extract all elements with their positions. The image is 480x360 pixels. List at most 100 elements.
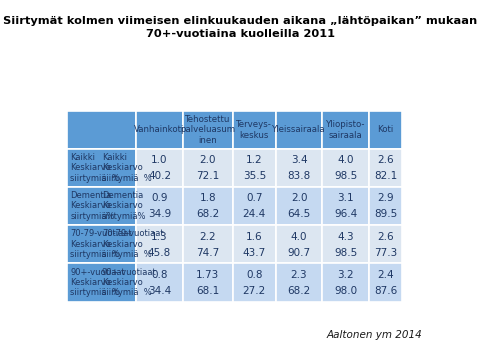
Text: 87.6: 87.6	[374, 286, 397, 296]
Bar	[276, 225, 322, 263]
Bar	[276, 263, 322, 302]
Bar	[276, 187, 322, 225]
Text: 43.7: 43.7	[243, 248, 266, 258]
Text: 40.2: 40.2	[148, 171, 171, 181]
Text: 2.6: 2.6	[377, 155, 394, 165]
Text: 98.0: 98.0	[334, 286, 357, 296]
Text: Koti: Koti	[377, 125, 394, 134]
Bar	[136, 111, 183, 149]
Bar	[67, 263, 136, 302]
Bar	[322, 111, 369, 149]
Bar	[233, 187, 276, 225]
Text: Dementia
Keskiarvo
siirtymiä%: Dementia Keskiarvo siirtymiä%	[102, 191, 146, 221]
Bar	[183, 225, 233, 263]
Bar	[233, 149, 276, 187]
Bar	[67, 149, 136, 187]
Text: 34.9: 34.9	[148, 209, 171, 219]
Text: Kaikki
Keskiarvo
siirtymiä  %: Kaikki Keskiarvo siirtymiä %	[102, 153, 152, 183]
Bar	[369, 187, 402, 225]
Bar	[136, 149, 183, 187]
Text: Siirtymät kolmen viimeisen elinkuukauden aikana „lähtöpaikan” mukaan
70+-vuotiai: Siirtymät kolmen viimeisen elinkuukauden…	[3, 16, 477, 39]
Text: 2.2: 2.2	[200, 231, 216, 242]
Bar	[67, 187, 136, 225]
Bar	[322, 225, 369, 263]
Text: 83.8: 83.8	[288, 171, 311, 181]
Text: 3.1: 3.1	[337, 193, 354, 203]
Text: Kaikki
Keskiarvo
siirtymiä  %: Kaikki Keskiarvo siirtymiä %	[71, 153, 120, 183]
Text: 2.3: 2.3	[291, 270, 307, 280]
Text: 2.6: 2.6	[377, 231, 394, 242]
Text: 1.73: 1.73	[196, 270, 219, 280]
Bar	[183, 263, 233, 302]
Text: Dementia
Keskiarvo
siirtymiä%: Dementia Keskiarvo siirtymiä%	[71, 191, 115, 221]
Text: Tehostettu
palveluasum
inen: Tehostettu palveluasum inen	[180, 115, 235, 145]
Text: 82.1: 82.1	[374, 171, 397, 181]
Text: 96.4: 96.4	[334, 209, 357, 219]
Bar	[322, 187, 369, 225]
Text: 35.5: 35.5	[243, 171, 266, 181]
Text: 64.5: 64.5	[288, 209, 311, 219]
Text: 24.4: 24.4	[243, 209, 266, 219]
Text: 0.7: 0.7	[246, 193, 263, 203]
Text: 70-79-vuotiaat
Keskiarvo
siirtymiä  %: 70-79-vuotiaat Keskiarvo siirtymiä %	[71, 229, 132, 259]
Bar	[369, 263, 402, 302]
Text: 68.2: 68.2	[288, 286, 311, 296]
Bar	[67, 187, 136, 225]
Text: 0.8: 0.8	[246, 270, 263, 280]
Bar	[369, 149, 402, 187]
Bar	[136, 187, 183, 225]
Text: 0.8: 0.8	[151, 270, 168, 280]
Bar	[233, 225, 276, 263]
Text: 68.2: 68.2	[196, 209, 219, 219]
Text: Vanhainkoti: Vanhainkoti	[134, 125, 185, 134]
Text: 72.1: 72.1	[196, 171, 219, 181]
Text: 4.0: 4.0	[337, 155, 354, 165]
Text: 1.2: 1.2	[246, 155, 263, 165]
Bar	[322, 149, 369, 187]
Bar	[67, 225, 136, 263]
Text: 45.8: 45.8	[148, 248, 171, 258]
Bar	[183, 149, 233, 187]
Text: 27.2: 27.2	[243, 286, 266, 296]
Bar	[67, 149, 136, 187]
Text: 68.1: 68.1	[196, 286, 219, 296]
Text: 2.0: 2.0	[200, 155, 216, 165]
Text: 2.9: 2.9	[377, 193, 394, 203]
Text: Yliopisto-
sairaala: Yliopisto- sairaala	[326, 120, 365, 140]
Bar	[183, 187, 233, 225]
Text: 89.5: 89.5	[374, 209, 397, 219]
Text: Yleissairaala: Yleissairaala	[272, 125, 326, 134]
Text: 90+-vuotiaat
Keskiarvo
siirtymiä  %: 90+-vuotiaat Keskiarvo siirtymiä %	[71, 267, 125, 297]
Text: 2.4: 2.4	[377, 270, 394, 280]
Bar	[276, 111, 322, 149]
Bar	[136, 225, 183, 263]
Text: 4.3: 4.3	[337, 231, 354, 242]
Text: 0.9: 0.9	[151, 193, 168, 203]
Bar	[369, 111, 402, 149]
Bar	[67, 111, 136, 149]
Bar	[67, 263, 136, 302]
Bar	[233, 111, 276, 149]
Text: 90.7: 90.7	[288, 248, 311, 258]
Bar	[67, 225, 136, 263]
Text: 77.3: 77.3	[374, 248, 397, 258]
Bar	[322, 263, 369, 302]
Text: 70-79-vuotiaat
Keskiarvo
siirtymiä  %: 70-79-vuotiaat Keskiarvo siirtymiä %	[102, 229, 164, 259]
Text: 2.0: 2.0	[291, 193, 307, 203]
Text: 98.5: 98.5	[334, 171, 357, 181]
Bar	[369, 225, 402, 263]
Text: 1.8: 1.8	[200, 193, 216, 203]
Text: 34.4: 34.4	[148, 286, 171, 296]
Text: Terveys-
keskus: Terveys- keskus	[237, 120, 272, 140]
Text: 90+-vuotiaat
Keskiarvo
siirtymiä  %: 90+-vuotiaat Keskiarvo siirtymiä %	[102, 267, 156, 297]
Text: 74.7: 74.7	[196, 248, 219, 258]
Text: 1.3: 1.3	[151, 231, 168, 242]
Bar	[233, 263, 276, 302]
Text: 98.5: 98.5	[334, 248, 357, 258]
Bar	[183, 111, 233, 149]
Text: 1.6: 1.6	[246, 231, 263, 242]
Bar	[136, 263, 183, 302]
Text: 3.2: 3.2	[337, 270, 354, 280]
Text: Aaltonen ym 2014: Aaltonen ym 2014	[327, 330, 422, 340]
Bar	[276, 149, 322, 187]
